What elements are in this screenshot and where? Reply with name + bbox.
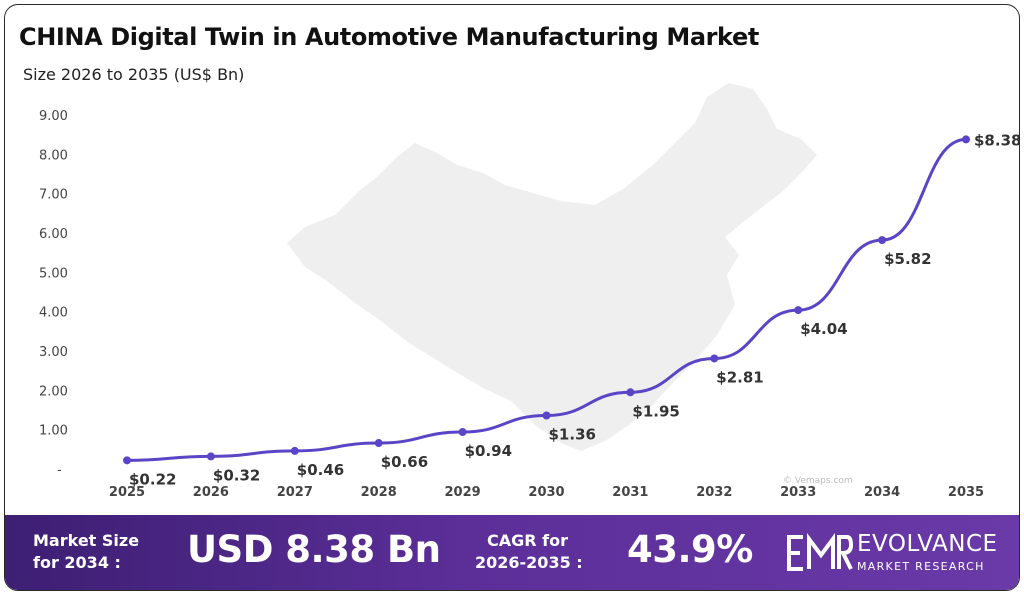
data-label: $1.95 [632, 402, 679, 420]
y-tick-label: 7.00 [39, 188, 68, 203]
data-label: $0.22 [129, 470, 176, 488]
evolvance-logo-icon [787, 533, 853, 571]
x-tick-label: 2032 [696, 485, 732, 500]
y-tick-label: - [57, 463, 62, 478]
market-size-label-line1: Market Size [33, 531, 140, 550]
x-tick-label: 2033 [780, 485, 816, 500]
data-label: $4.04 [800, 320, 847, 338]
cagr-label-line2: 2026-2035 : [475, 553, 583, 572]
chart-subtitle: Size 2026 to 2035 (US$ Bn) [23, 65, 245, 84]
x-tick-label: 2035 [948, 485, 984, 500]
market-size-value: USD 8.38 Bn [187, 528, 441, 571]
data-point [962, 135, 970, 144]
cagr-label-line1: CAGR for [487, 531, 568, 550]
data-point [710, 354, 719, 363]
data-point [290, 446, 299, 455]
data-label: $0.66 [381, 453, 428, 471]
data-label: $0.94 [465, 442, 512, 460]
data-point [458, 428, 467, 437]
chart-frame: CHINA Digital Twin in Automotive Manufac… [4, 4, 1020, 591]
y-tick-label: 1.00 [39, 424, 68, 439]
data-label: $0.32 [213, 466, 260, 484]
y-tick-label: 6.00 [39, 227, 68, 242]
data-label: $0.46 [297, 461, 344, 479]
x-tick-label: 2030 [528, 485, 564, 500]
data-label: $1.36 [549, 426, 596, 444]
line-chart: © Vemaps.com - 1.00 2.00 3.00 4.00 5.00 6.00 7.… [39, 83, 1020, 500]
market-size-label-line2: for 2034 : [33, 553, 121, 572]
data-point [374, 439, 383, 448]
data-point [794, 306, 803, 315]
y-tick-label: 9.00 [39, 109, 68, 124]
y-tick-label: 5.00 [39, 266, 68, 281]
cagr-value: 43.9% [627, 528, 753, 571]
data-points [123, 135, 970, 465]
logo-subtitle: MARKET RESEARCH [857, 560, 985, 573]
data-point [206, 452, 215, 461]
x-tick-label: 2026 [193, 485, 229, 500]
summary-footer: Market Size for 2034 : USD 8.38 Bn CAGR … [5, 515, 1019, 590]
x-tick-label: 2027 [277, 485, 313, 500]
data-point [878, 236, 887, 245]
series-line [125, 137, 968, 462]
x-tick-label: 2034 [864, 485, 900, 500]
x-tick-label: 2025 [109, 485, 145, 500]
data-point [542, 411, 551, 420]
y-tick-label: 2.00 [39, 384, 68, 399]
x-axis: 2025 2026 2027 2028 2029 2030 2031 2032 2033 2034… [109, 485, 984, 500]
data-label: $2.81 [716, 368, 763, 386]
x-tick-label: 2028 [361, 485, 397, 500]
y-axis: - 1.00 2.00 3.00 4.00 5.00 6.00 7.00 8.00 9.00 [39, 109, 68, 478]
logo-name: EVOLVANCE [857, 531, 998, 557]
map-watermark: © Vemaps.com [783, 476, 853, 486]
china-map-silhouette [287, 83, 817, 451]
x-tick-label: 2031 [612, 485, 648, 500]
data-label: $8.38 [974, 131, 1020, 149]
x-tick-label: 2029 [445, 485, 481, 500]
y-tick-label: 8.00 [39, 148, 68, 163]
chart-title: CHINA Digital Twin in Automotive Manufac… [19, 23, 759, 51]
y-tick-label: 3.00 [39, 345, 68, 360]
data-point [626, 388, 635, 397]
data-point [123, 456, 131, 465]
y-tick-label: 4.00 [39, 306, 68, 321]
data-label: $5.82 [884, 250, 931, 268]
data-labels: $0.22 $0.32 $0.46 $0.66 $0.94 $1.36 $1.95 $2.81… [129, 131, 1020, 488]
